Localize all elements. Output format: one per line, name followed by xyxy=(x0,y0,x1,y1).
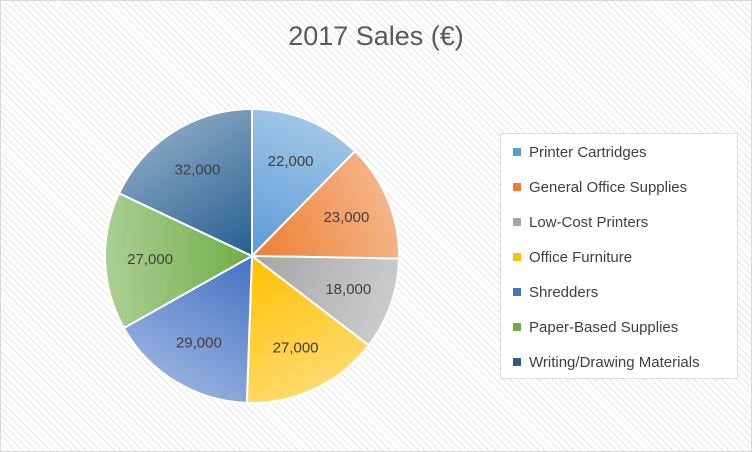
legend-item-printer-cartridges: Printer Cartridges xyxy=(513,142,647,162)
legend-label: General Office Supplies xyxy=(529,178,688,196)
legend-swatch xyxy=(513,323,521,331)
pie-slice-printer-cartridges xyxy=(251,107,357,259)
data-label-printer-cartridges: 22,000 xyxy=(268,153,314,170)
data-label-low-cost-printers: 18,000 xyxy=(325,281,371,298)
chart-title: 2017 Sales (€) xyxy=(288,21,464,51)
legend-label: Paper-Based Supplies xyxy=(529,318,679,336)
legend-swatch xyxy=(513,358,521,366)
legend-swatch xyxy=(513,218,521,226)
legend-item-low-cost-printers: Low-Cost Printers xyxy=(513,212,648,232)
legend-item-office-furniture: Office Furniture xyxy=(513,247,632,267)
pie-slices xyxy=(104,107,400,404)
legend-swatch xyxy=(513,288,521,296)
legend-label: Writing/Drawing Materials xyxy=(529,353,700,371)
data-label-general-office-supplies: 23,000 xyxy=(323,209,369,226)
pie-data-labels: 22,000 23,000 18,000 27,000 29,000 27,000 32,0… xyxy=(127,153,371,357)
legend-label: Low-Cost Printers xyxy=(529,213,649,231)
legend-item-shredders: Shredders xyxy=(513,282,598,302)
data-label-shredders: 29,000 xyxy=(176,335,222,352)
legend-swatch xyxy=(513,148,521,156)
legend-swatch xyxy=(513,183,521,191)
pie-slice-low-cost-printers xyxy=(248,254,400,347)
data-label-writing-drawing-materials: 32,000 xyxy=(174,161,220,178)
legend-label: Office Furniture xyxy=(529,248,633,266)
pie-slice-office-furniture xyxy=(245,254,371,404)
legend: Printer Cartridges General Office Supplie… xyxy=(500,133,738,379)
legend-item-paper-based-supplies: Paper-Based Supplies xyxy=(513,317,678,337)
data-label-office-furniture: 27,000 xyxy=(273,340,319,357)
pie-slice-paper-based-supplies xyxy=(104,191,255,330)
legend-item-writing-drawing-materials: Writing/Drawing Materials xyxy=(513,352,700,372)
data-label-paper-based-supplies: 27,000 xyxy=(127,251,173,268)
legend-label: Shredders xyxy=(529,283,599,301)
legend-label: Printer Cartridges xyxy=(529,143,647,161)
pie-slice-general-office-supplies xyxy=(249,149,400,260)
legend-swatch xyxy=(513,253,521,261)
pie-slice-writing-drawing-materials xyxy=(117,107,253,258)
legend-item-general-office-supplies: General Office Supplies xyxy=(513,177,687,197)
pie-slice-shredders xyxy=(122,254,254,404)
